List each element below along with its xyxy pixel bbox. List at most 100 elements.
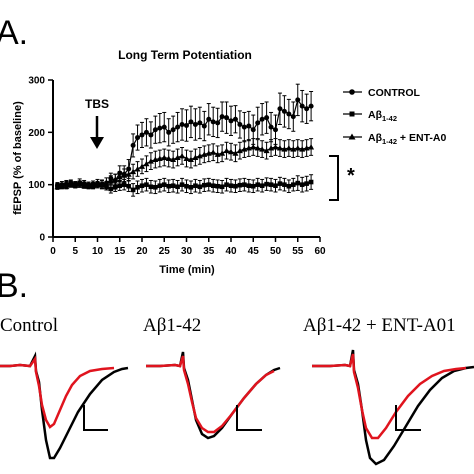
- x-tick-label: 0: [50, 246, 56, 257]
- x-tick-label: 30: [181, 246, 193, 257]
- trace-control-post-tbs: [0, 355, 115, 429]
- x-tick-label: 5: [72, 246, 78, 257]
- data-point: [148, 184, 154, 190]
- series-0: [54, 83, 314, 191]
- data-point: [245, 145, 252, 151]
- data-point: [259, 183, 265, 189]
- data-point: [210, 183, 216, 189]
- data-point: [223, 147, 230, 154]
- data-point: [152, 156, 159, 163]
- data-point: [308, 179, 314, 185]
- series-1: [55, 174, 314, 197]
- data-point: [165, 155, 172, 161]
- data-point: [94, 181, 101, 188]
- data-point: [232, 116, 238, 122]
- data-point: [295, 180, 301, 186]
- data-point: [117, 183, 123, 189]
- data-point: [147, 158, 154, 164]
- trace-abeta-ent: [312, 349, 474, 466]
- y-tick-label: 300: [28, 76, 45, 87]
- legend-label-abeta-sub: 1-42: [382, 114, 397, 123]
- data-point: [291, 182, 296, 187]
- data-point: [224, 115, 230, 121]
- panel-a-letter: A.: [0, 14, 28, 52]
- data-point: [268, 145, 275, 151]
- data-point: [166, 129, 172, 135]
- legend-item-abeta: Aβ1-42: [343, 109, 397, 123]
- data-point: [276, 145, 283, 151]
- data-point: [294, 145, 301, 151]
- legend-item-control: CONTROL: [343, 87, 420, 99]
- data-point: [273, 127, 278, 133]
- data-point: [67, 181, 74, 188]
- data-point: [201, 151, 208, 157]
- data-point: [143, 160, 150, 167]
- series-2: [54, 138, 315, 190]
- trace-title-abeta: Aβ1-42: [143, 315, 201, 336]
- data-point: [259, 146, 266, 152]
- data-point: [98, 180, 105, 187]
- data-point: [134, 165, 141, 172]
- data-point: [103, 179, 110, 185]
- data-point: [170, 156, 177, 163]
- data-point: [139, 163, 145, 169]
- trace-abeta-ent-baseline: [312, 349, 474, 466]
- data-point: [308, 143, 315, 150]
- data-point: [143, 129, 149, 135]
- data-point: [152, 127, 158, 133]
- data-point: [76, 181, 83, 187]
- y-tick-label: 100: [28, 180, 45, 191]
- data-point: [188, 119, 194, 125]
- legend-label-abeta: Aβ: [368, 109, 383, 121]
- data-point: [308, 103, 314, 109]
- data-point: [157, 125, 163, 131]
- data-point: [273, 183, 278, 189]
- data-point: [139, 183, 145, 189]
- data-point: [250, 127, 256, 133]
- x-axis-label: Time (min): [159, 264, 215, 276]
- data-point: [303, 145, 310, 151]
- x-tick-label: 10: [92, 246, 104, 257]
- x-tick-label: 55: [292, 246, 304, 257]
- data-point: [215, 120, 221, 126]
- data-point: [299, 146, 306, 152]
- data-point: [193, 183, 198, 189]
- data-point: [161, 182, 167, 187]
- legend: CONTROL Aβ1-42 Aβ1-42 + ENT-A0: [343, 87, 446, 146]
- data-point: [205, 150, 212, 156]
- data-point: [112, 176, 119, 182]
- data-point: [201, 123, 207, 129]
- data-point: [192, 121, 198, 127]
- data-point: [206, 182, 212, 187]
- data-point: [228, 183, 234, 189]
- legend-label-combo-sub: 1-42: [382, 137, 397, 146]
- trace-control: [0, 351, 129, 460]
- y-axis-label: fEPSP (% of baseline): [12, 101, 24, 215]
- data-point: [197, 120, 203, 126]
- data-point: [202, 182, 207, 188]
- data-point: [72, 182, 79, 188]
- data-point: [290, 114, 296, 120]
- x-tick-label: 15: [114, 246, 126, 257]
- data-point: [286, 183, 292, 189]
- data-point: [246, 123, 252, 129]
- data-point: [214, 151, 221, 157]
- data-point: [184, 123, 189, 129]
- data-point: [241, 124, 247, 130]
- data-point: [166, 183, 171, 189]
- svg-text:Aβ1-42 + ENT-A0: Aβ1-42 + ENT-A0: [368, 132, 446, 146]
- data-point: [254, 145, 261, 151]
- data-point: [250, 183, 256, 189]
- data-point: [281, 108, 287, 114]
- data-point: [224, 182, 229, 187]
- data-point: [188, 184, 194, 190]
- data-point: [237, 182, 243, 188]
- data-point: [215, 183, 220, 189]
- trace-abeta-post-tbs: [146, 355, 275, 434]
- x-tick-label: 20: [136, 246, 148, 257]
- data-point: [281, 146, 288, 152]
- data-point: [125, 171, 132, 177]
- data-point: [116, 173, 123, 180]
- data-point: [175, 184, 180, 190]
- data-point: [272, 143, 279, 150]
